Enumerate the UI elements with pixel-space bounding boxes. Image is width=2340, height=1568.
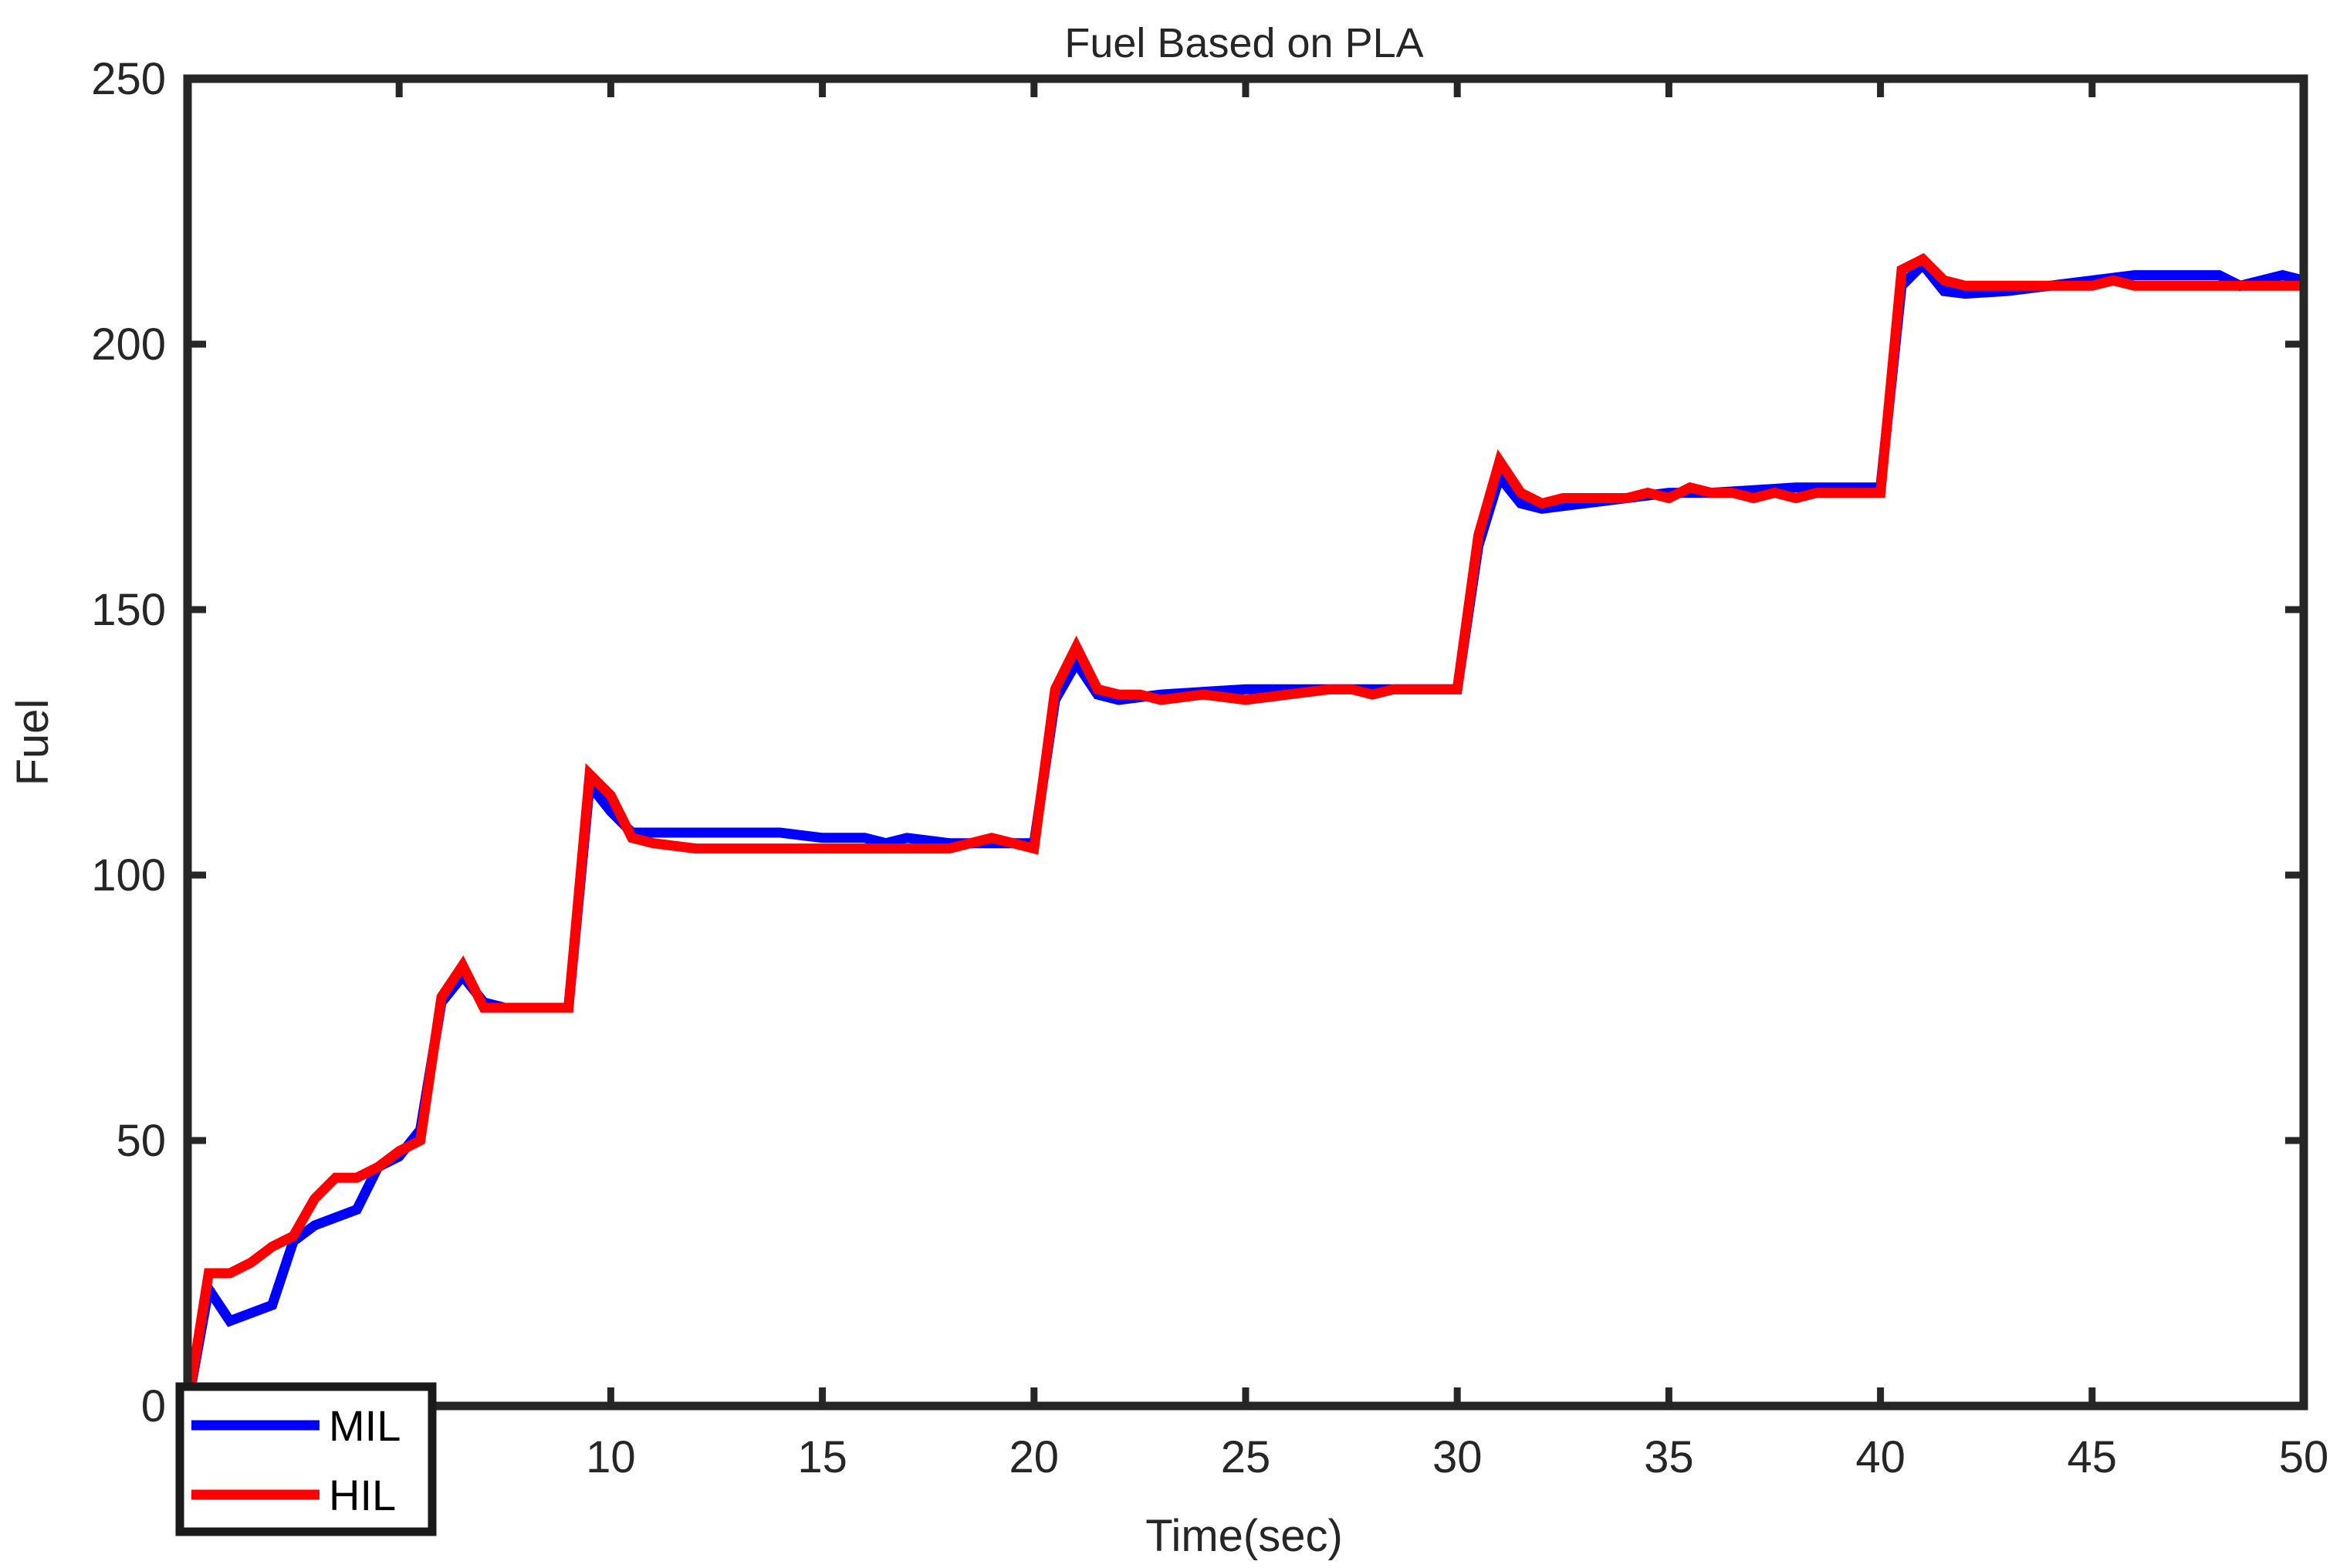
axis-ticks	[184, 75, 2308, 1410]
y-tick-label: 50	[116, 1116, 166, 1166]
legend-box	[175, 1382, 437, 1536]
legend-label-hil: HIL	[329, 1471, 396, 1519]
y-tick-label: 100	[91, 850, 166, 901]
y-tick-label: 150	[91, 585, 166, 635]
x-tick-label: 15	[797, 1432, 847, 1482]
x-tick-label: 10	[586, 1432, 636, 1482]
chart-title: Fuel Based on PLA	[1064, 20, 1423, 66]
series-line-mil	[182, 257, 2305, 1407]
x-tick-label: 35	[1644, 1432, 1694, 1482]
plot-frame	[183, 74, 2308, 1411]
y-axis-label: Fuel	[8, 699, 58, 786]
series-line-hil	[182, 252, 2304, 1407]
axis-tick-labels: 10 15 20 25 30 35 40 45 50 0 50 100 150 200 250	[91, 54, 2328, 1482]
x-tick-label: 45	[2068, 1432, 2118, 1482]
x-tick-label: 30	[1432, 1432, 1483, 1482]
y-tick-label: 0	[141, 1381, 166, 1431]
x-tick-label: 50	[2279, 1432, 2329, 1482]
legend: MIL HIL	[175, 1382, 437, 1536]
x-tick-label: 20	[1009, 1432, 1060, 1482]
x-axis-label: Time(sec)	[1145, 1511, 1343, 1561]
legend-label-mil: MIL	[329, 1401, 401, 1450]
x-tick-label: 40	[1855, 1432, 1905, 1482]
plot-lines	[182, 252, 2305, 1407]
y-tick-label: 250	[91, 54, 166, 104]
x-tick-label: 25	[1221, 1432, 1271, 1482]
y-tick-label: 200	[91, 319, 166, 370]
